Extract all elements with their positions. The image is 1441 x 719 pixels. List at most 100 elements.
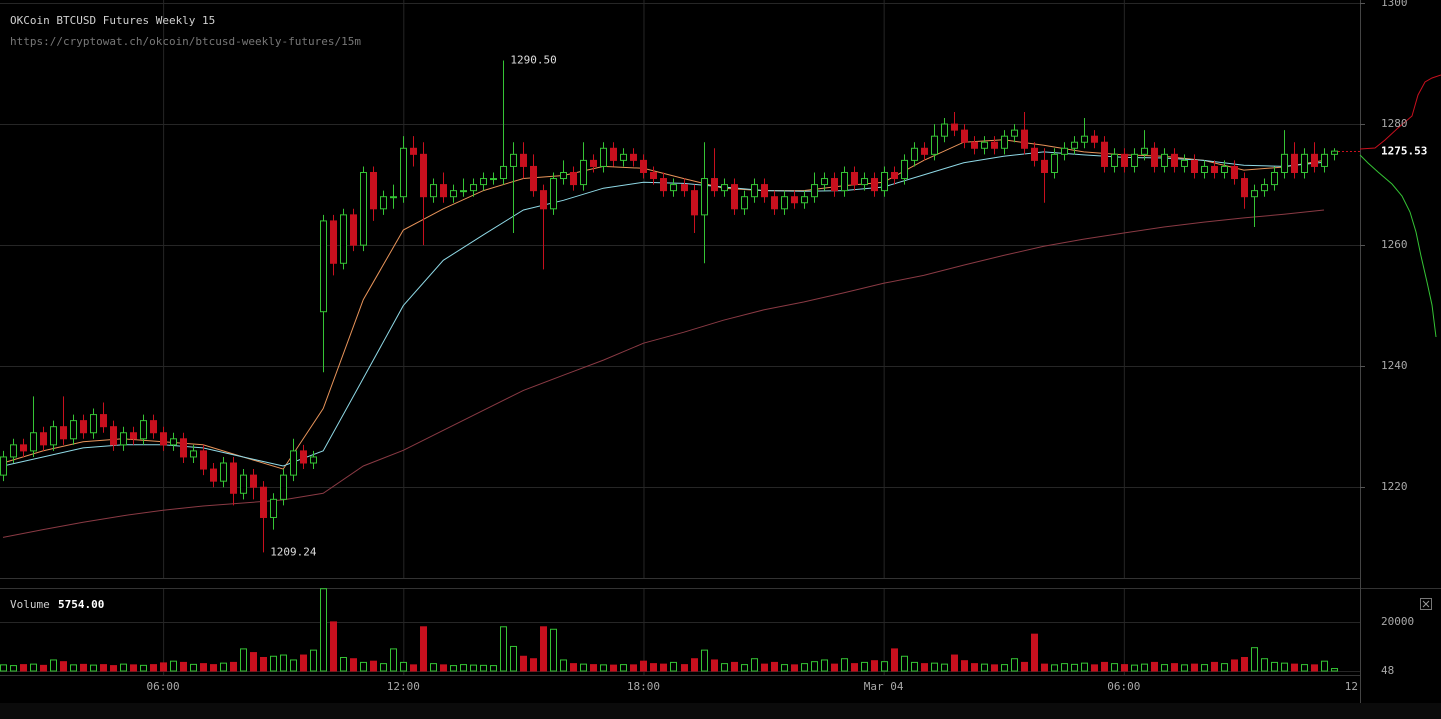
close-icon[interactable] [1422,600,1430,608]
moving-average [2,209,1325,538]
volume-bar [370,660,377,672]
chart-url: https://cryptowat.ch/okcoin/btcusd-weekl… [10,35,361,48]
volume-bar [1041,663,1048,672]
candle-body [1321,153,1328,167]
volume-bar [991,664,998,672]
candle-body [170,438,177,446]
volume-bar [941,663,948,672]
volume-bar [290,659,297,672]
candle-body [761,184,768,198]
volume-bar [460,664,467,672]
candle-body [991,141,998,149]
candle-body [891,171,898,180]
volume-title: Volume [10,598,50,611]
volume-bar [250,652,257,672]
annotation: 1209.24 [270,545,317,558]
volume-bar [210,664,217,672]
candle-body [360,171,367,246]
candle-body [220,462,227,482]
volume-bar [320,588,327,672]
volume-bar [550,628,557,672]
candle-body [190,450,197,458]
candle-body [931,135,938,155]
volume-bar [0,664,7,672]
candle-body [861,178,868,186]
candle-body [871,178,878,192]
candle-body [210,468,217,482]
close-box[interactable] [1420,598,1432,610]
volume-bar [30,663,37,672]
candle-body [590,159,597,167]
volume-bar [510,645,517,672]
candle-body [420,153,427,198]
candle-body [300,450,307,464]
candle-body [821,178,828,186]
volume-bar [721,663,728,672]
volume-bar [520,655,527,672]
close-button[interactable] [1420,598,1432,610]
volume-bar [50,659,57,672]
candle-body [520,153,527,167]
candle-body [711,178,718,192]
volume-bar [1151,661,1158,672]
candle-body [771,196,778,210]
candle-body [1311,153,1318,167]
candle-body [20,444,27,452]
volume-bar [650,663,657,672]
candle-body [580,159,587,186]
volume-bar [80,663,87,672]
volume-bar [981,663,988,672]
candle-body [600,147,607,167]
candle-body [40,432,47,446]
volume-bar [1071,663,1078,672]
candle-body [1071,141,1078,149]
candle-body [781,196,788,210]
candle-body [1331,150,1338,155]
volume-bar [1121,664,1128,672]
volume-bar [130,664,137,672]
volume-bar [470,664,477,672]
volume-bar [20,664,27,672]
y-tick-label: 48 [1381,664,1394,677]
candle-body [1051,153,1058,173]
candle-body [640,159,647,173]
candle-body [330,220,337,264]
volume-bar [1031,633,1038,672]
volume-bar [1231,659,1238,672]
candle-body [1121,153,1128,167]
candle-body [1041,159,1048,173]
volume-bar [801,663,808,672]
volume-bar [831,663,838,672]
volume-bar [731,661,738,672]
volume-bar [1131,664,1138,672]
volume-bar [961,660,968,672]
volume-bar [751,658,758,672]
volume-bar [1291,663,1298,672]
candle-body [570,171,577,186]
last-price-label: 1275.53 [1381,145,1427,158]
candle-body [1221,165,1228,173]
candle-body [1101,141,1108,167]
volume-bar [1011,658,1018,672]
candle-body [1251,190,1258,198]
volume-bar [120,663,127,672]
candle-body [721,184,728,192]
volume-bar [310,649,317,672]
volume-bar [390,648,397,672]
candle-body [50,426,57,446]
volume-bar [821,659,828,672]
volume-bar [881,661,888,672]
volume-bar [410,664,417,672]
volume-bar [781,664,788,672]
candle-body [510,153,517,167]
candle-body [1241,178,1248,198]
candle-body [1201,165,1208,173]
candle-body [250,474,257,488]
volume-bar [630,664,637,672]
volume-bar [1201,664,1208,672]
candle-body [851,171,858,186]
candle-body [450,190,457,198]
volume-bar [350,658,357,672]
candle-body [380,196,387,210]
